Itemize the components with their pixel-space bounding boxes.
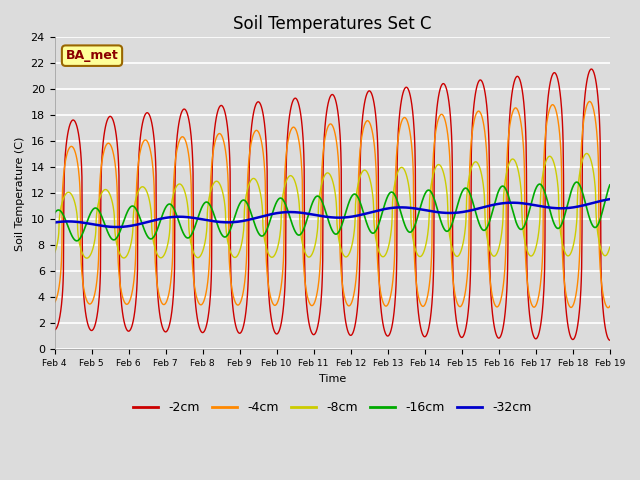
Line: -8cm: -8cm (54, 154, 610, 258)
-16cm (606, 182, 614, 188)
-32cm (113, 224, 120, 230)
-2cm (540, 288, 548, 293)
-4cm (236, 300, 244, 306)
-8cm (583, 151, 591, 156)
-4cm (606, 303, 614, 309)
-32cm (51, 220, 58, 226)
-2cm (161, 328, 168, 334)
-2cm (174, 126, 182, 132)
-8cm (161, 251, 169, 256)
-16cm (540, 188, 548, 193)
-16cm (73, 238, 81, 244)
-32cm (419, 207, 426, 213)
-32cm (606, 196, 614, 202)
Title: Soil Temperatures Set C: Soil Temperatures Set C (233, 15, 431, 33)
Line: -16cm: -16cm (54, 182, 610, 241)
-4cm (161, 301, 168, 307)
Line: -32cm: -32cm (54, 199, 610, 227)
-8cm (540, 165, 548, 170)
-32cm (540, 204, 548, 210)
-16cm (573, 179, 580, 185)
-2cm (51, 327, 58, 333)
-2cm (236, 330, 244, 336)
Line: -4cm: -4cm (54, 101, 610, 308)
X-axis label: Time: Time (319, 373, 346, 384)
-8cm (51, 250, 58, 256)
-16cm (492, 198, 499, 204)
-8cm (419, 252, 426, 257)
-16cm (51, 210, 58, 216)
-4cm (586, 98, 593, 104)
-8cm (606, 244, 614, 250)
Legend: -2cm, -4cm, -8cm, -16cm, -32cm: -2cm, -4cm, -8cm, -16cm, -32cm (128, 396, 536, 419)
-8cm (237, 245, 244, 251)
-16cm (175, 217, 182, 223)
-2cm (419, 331, 426, 336)
-2cm (588, 66, 595, 72)
-8cm (83, 255, 91, 261)
Y-axis label: Soil Temperature (C): Soil Temperature (C) (15, 136, 25, 251)
-16cm (161, 206, 169, 212)
-4cm (174, 142, 182, 148)
-32cm (175, 214, 182, 220)
-4cm (604, 305, 612, 311)
-16cm (237, 200, 244, 205)
-2cm (606, 337, 614, 343)
-32cm (161, 215, 169, 221)
Text: BA_met: BA_met (66, 49, 118, 62)
-8cm (175, 181, 182, 187)
-4cm (419, 303, 426, 309)
-32cm (492, 202, 499, 207)
-16cm (419, 197, 426, 203)
-2cm (491, 326, 499, 332)
Line: -2cm: -2cm (54, 69, 610, 340)
-8cm (492, 253, 499, 259)
-4cm (491, 302, 499, 308)
-4cm (51, 300, 58, 305)
-32cm (237, 218, 244, 224)
-4cm (540, 157, 548, 163)
